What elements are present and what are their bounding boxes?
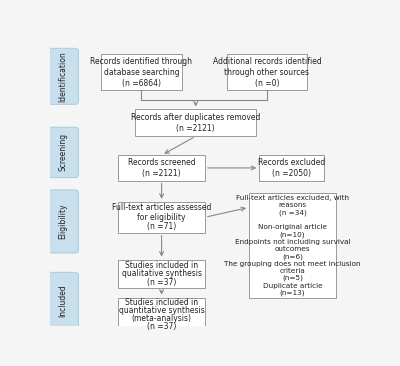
FancyBboxPatch shape (48, 127, 78, 178)
FancyBboxPatch shape (259, 155, 324, 180)
Text: Records identified through: Records identified through (90, 56, 192, 66)
FancyBboxPatch shape (135, 109, 256, 136)
Text: (n =6864): (n =6864) (122, 79, 161, 88)
Text: for eligibility: for eligibility (137, 213, 186, 222)
Text: criteria: criteria (280, 268, 305, 274)
FancyBboxPatch shape (228, 54, 306, 90)
FancyBboxPatch shape (118, 202, 205, 233)
Text: (n =2121): (n =2121) (176, 124, 215, 133)
FancyBboxPatch shape (118, 298, 205, 331)
Text: (n =0): (n =0) (255, 79, 279, 88)
Text: Records excluded: Records excluded (258, 158, 326, 167)
Text: through other sources: through other sources (224, 68, 310, 76)
FancyBboxPatch shape (48, 48, 78, 104)
Text: quantitative synthesis: quantitative synthesis (119, 306, 204, 315)
Text: (meta-analysis): (meta-analysis) (132, 314, 192, 323)
Text: Records screened: Records screened (128, 158, 196, 167)
Text: Studies included in: Studies included in (125, 261, 198, 270)
Text: Eligibility: Eligibility (59, 203, 68, 239)
Text: (n =37): (n =37) (147, 322, 176, 331)
Text: Identification: Identification (59, 51, 68, 102)
Text: Screening: Screening (59, 133, 68, 172)
Text: Non-original article: Non-original article (258, 224, 327, 230)
Text: Endpoints not including survival: Endpoints not including survival (235, 239, 350, 245)
FancyBboxPatch shape (48, 272, 78, 328)
FancyBboxPatch shape (118, 259, 205, 288)
Text: Duplicate article: Duplicate article (263, 283, 322, 288)
Text: The grouping does not meet inclusion: The grouping does not meet inclusion (224, 261, 361, 267)
Text: (n=13): (n=13) (280, 290, 305, 296)
FancyBboxPatch shape (118, 155, 205, 180)
Text: (n =71): (n =71) (147, 222, 176, 231)
Text: (n=5): (n=5) (282, 275, 303, 281)
FancyBboxPatch shape (249, 193, 336, 298)
FancyBboxPatch shape (48, 190, 78, 253)
Text: reasons: reasons (278, 202, 306, 208)
Text: (n=6): (n=6) (282, 253, 303, 259)
Text: (n =2121): (n =2121) (142, 169, 181, 178)
Text: (n=10): (n=10) (280, 231, 305, 238)
Text: Full-text articles assessed: Full-text articles assessed (112, 203, 211, 212)
FancyBboxPatch shape (101, 54, 182, 90)
Text: database searching: database searching (104, 68, 179, 76)
Text: Included: Included (59, 284, 68, 317)
Text: Studies included in: Studies included in (125, 298, 198, 307)
Text: (n =37): (n =37) (147, 278, 176, 287)
Text: Full-text articles excluded, with: Full-text articles excluded, with (236, 195, 349, 201)
Text: (n =2050): (n =2050) (272, 169, 311, 178)
Text: Records after duplicates removed: Records after duplicates removed (131, 112, 260, 122)
Text: Additional records identified: Additional records identified (213, 56, 321, 66)
Text: (n =34): (n =34) (278, 209, 306, 216)
Text: qualitative synthesis: qualitative synthesis (122, 269, 202, 278)
Text: outcomes: outcomes (275, 246, 310, 252)
